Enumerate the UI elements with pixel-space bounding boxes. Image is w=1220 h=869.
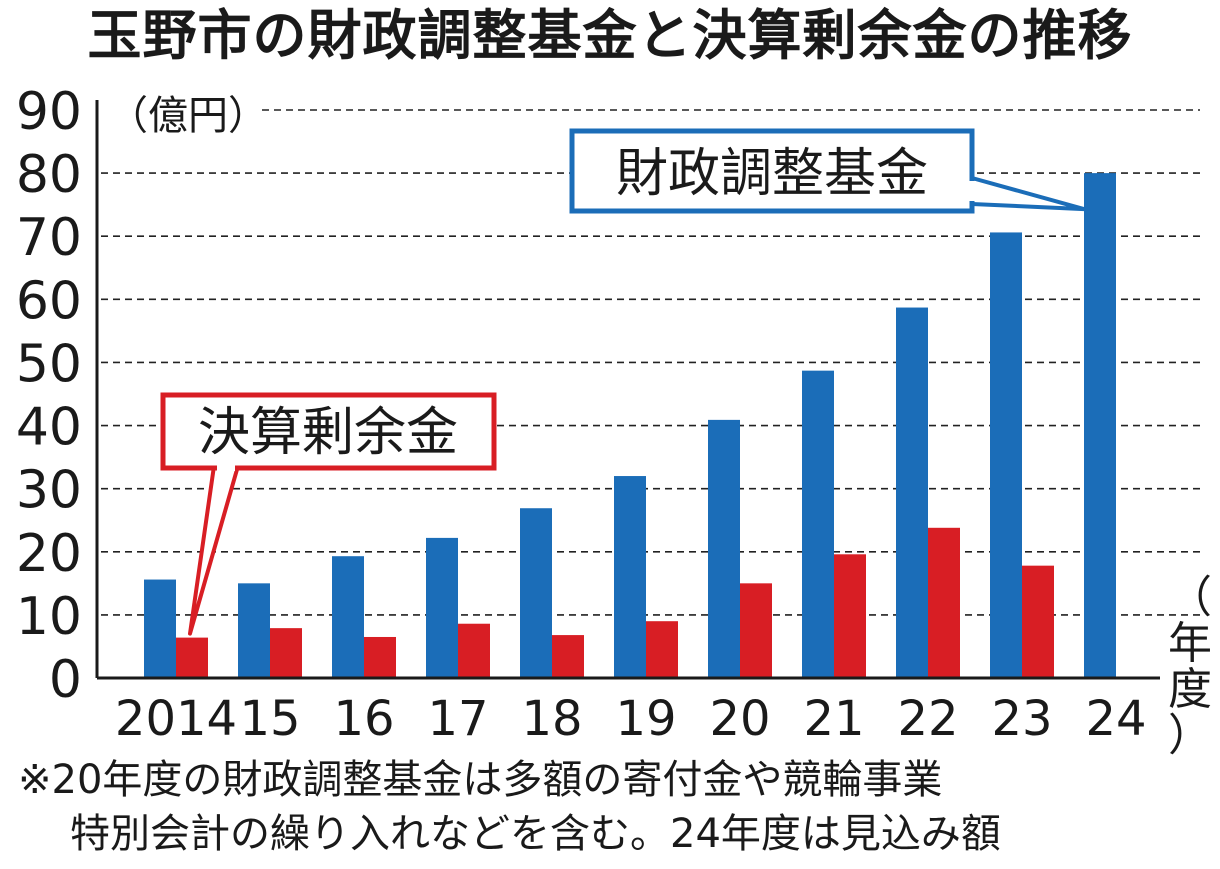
bar-fund-15 xyxy=(238,583,270,678)
bar-fund-17 xyxy=(426,537,458,678)
y-tick-label-80: 80 xyxy=(16,145,82,205)
bar-surplus-18 xyxy=(552,635,584,678)
chart-title: 玉野市の財政調整基金と決算剰余金の推移 xyxy=(87,4,1133,67)
bar-fund-23 xyxy=(990,232,1022,679)
bar-surplus-15 xyxy=(270,628,302,678)
bar-fund-16 xyxy=(332,556,364,678)
bar-fund-20 xyxy=(708,419,740,678)
x-tick-label-19: 19 xyxy=(615,691,676,747)
bar-surplus-2014 xyxy=(176,637,208,678)
y-tick-label-10: 10 xyxy=(16,587,82,647)
x-tick-label-17: 17 xyxy=(427,691,488,747)
bar-surplus-22 xyxy=(928,527,960,678)
bar-surplus-23 xyxy=(1022,565,1054,678)
fund-callout-pointer xyxy=(970,176,1086,212)
y-tick-label-0: 0 xyxy=(49,650,82,710)
x-tick-label-21: 21 xyxy=(803,691,864,747)
x-tick-label-24: 24 xyxy=(1085,691,1146,747)
surplus-callout-joint xyxy=(217,462,235,471)
surplus-callout-label: 決算剰余金 xyxy=(198,403,458,463)
bar-surplus-21 xyxy=(834,554,866,678)
y-tick-label-40: 40 xyxy=(16,398,82,458)
fund-callout-label: 財政調整基金 xyxy=(616,144,928,204)
bar-surplus-20 xyxy=(740,583,772,678)
x-tick-label-22: 22 xyxy=(897,691,958,747)
x-tick-label-16: 16 xyxy=(333,691,394,747)
bar-fund-24 xyxy=(1084,173,1116,678)
footnote-line-2: 特別会計の繰り入れなどを含む。24年度は見込み額 xyxy=(70,811,1001,857)
surplus-callout-box xyxy=(160,392,497,471)
y-tick-label-30: 30 xyxy=(16,461,82,521)
bar-surplus-17 xyxy=(458,623,490,678)
bar-fund-18 xyxy=(520,508,552,678)
x-axis-unit-label: （年度） xyxy=(1168,572,1212,761)
fund-callout-box xyxy=(569,128,975,214)
y-tick-label-90: 90 xyxy=(16,82,82,142)
bar-surplus-19 xyxy=(646,621,678,678)
bars xyxy=(144,173,1116,679)
x-tick-label-2014: 2014 xyxy=(115,691,237,747)
x-tick-label-15: 15 xyxy=(239,691,300,747)
axes xyxy=(95,100,1160,680)
bar-fund-19 xyxy=(614,476,646,678)
bar-surplus-16 xyxy=(364,636,396,678)
y-tick-label-70: 70 xyxy=(16,208,82,268)
footnote-line-1: ※20年度の財政調整基金は多額の寄付金や競輪事業 xyxy=(18,757,943,803)
fund-callout-joint xyxy=(968,181,976,201)
x-tick-label-23: 23 xyxy=(991,691,1052,747)
surplus-callout-pointer xyxy=(188,464,240,636)
y-tick-label-60: 60 xyxy=(16,271,82,331)
y-axis-unit-label: （億円） xyxy=(108,93,268,139)
bar-fund-22 xyxy=(896,307,928,678)
bar-fund-21 xyxy=(802,370,834,678)
bar-fund-2014 xyxy=(144,579,176,678)
x-tick-label-18: 18 xyxy=(521,691,582,747)
y-tick-label-50: 50 xyxy=(16,334,82,394)
y-tick-label-20: 20 xyxy=(16,524,82,584)
x-tick-label-20: 20 xyxy=(709,691,770,747)
